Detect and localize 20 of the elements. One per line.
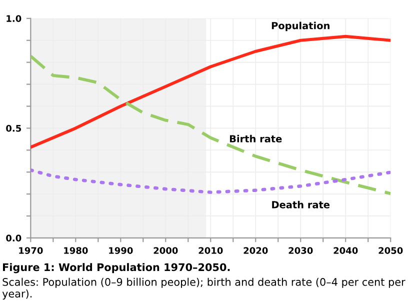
x-tick-label: 2020 (244, 247, 268, 254)
x-tick-label: 1970 (19, 247, 43, 254)
x-tick-label: 1990 (109, 247, 133, 254)
series-label: Population (272, 22, 330, 32)
x-tick-label: 2040 (334, 247, 358, 254)
y-tick-label: 0.0 (6, 234, 22, 242)
x-tick-label: 2010 (198, 247, 223, 254)
x-tick-label: 2030 (288, 247, 313, 254)
line-series (30, 54, 391, 196)
y-tick-label: 0.5 (6, 124, 22, 132)
series-label: Death rate (272, 200, 330, 208)
x-tick-label: 1980 (64, 247, 88, 254)
line-series (30, 34, 391, 149)
text: Scales: Population (0–9 billion people); birth and death rate (0–4 per cent per year). (2, 278, 406, 300)
line-series (30, 168, 391, 194)
text: Figure 1: World Population 1970–2050. (3, 263, 230, 274)
y-tick-label: 1.0 (6, 15, 22, 22)
x-tick-label: 2000 (154, 247, 178, 254)
series-label: Birth rate (230, 134, 282, 142)
x-tick-label: 2050 (378, 247, 403, 254)
